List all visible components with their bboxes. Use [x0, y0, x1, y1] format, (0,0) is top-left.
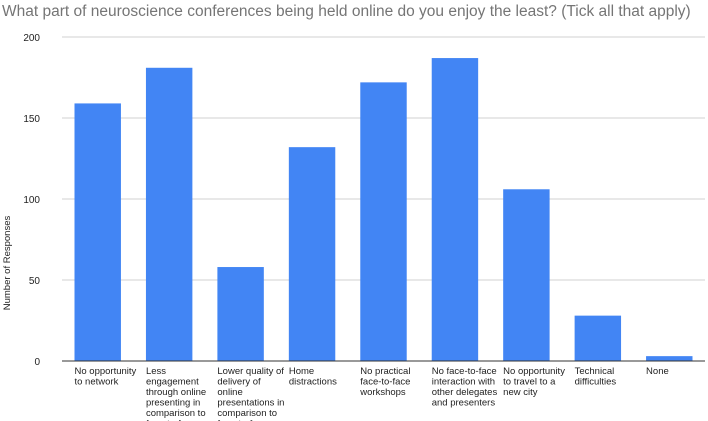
y-tick-label: 50	[29, 276, 41, 287]
bar	[574, 315, 622, 361]
bar	[74, 103, 121, 362]
y-tick-label: 150	[23, 114, 40, 125]
bar	[503, 189, 550, 361]
x-tick-label: None	[646, 366, 669, 377]
x-tick-label: Technical difficulties	[575, 366, 617, 388]
bar	[646, 356, 693, 361]
y-axis-ticks: 0 50 100 150 200	[23, 33, 40, 368]
x-tick-label: No opportunity to network	[75, 366, 137, 388]
bar	[431, 58, 479, 362]
bars	[74, 58, 693, 362]
bar	[288, 147, 336, 361]
y-tick-label: 200	[23, 33, 40, 44]
x-tick-label: No opportunity to travel to a new city	[503, 366, 565, 398]
x-tick-label: Lower quality of delivery of online present…	[217, 366, 284, 421]
chart-title: What part of neuroscience conferences be…	[2, 3, 691, 20]
bar	[360, 82, 407, 362]
bar	[145, 67, 193, 361]
y-tick-label: 0	[34, 357, 40, 368]
x-axis-ticks: No opportunity to network Less engagement th…	[75, 366, 669, 421]
x-tick-label: No practical face-to-face workshops	[359, 366, 410, 398]
y-tick-label: 100	[23, 195, 40, 206]
y-axis-label: Number of Responses	[2, 215, 13, 310]
bar	[217, 267, 264, 361]
x-tick-label: Home distractions	[289, 366, 337, 388]
x-tick-label: Less engagement through online presenting i…	[146, 366, 206, 421]
x-tick-label: No face-to-face interaction with other del…	[432, 366, 498, 409]
